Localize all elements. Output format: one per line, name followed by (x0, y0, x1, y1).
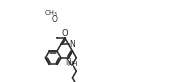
Text: NH: NH (67, 61, 78, 67)
Text: CH$_3$: CH$_3$ (44, 9, 58, 19)
Text: O: O (51, 15, 57, 24)
Text: N: N (69, 40, 75, 49)
Text: N: N (65, 58, 71, 67)
Text: O: O (61, 29, 68, 38)
